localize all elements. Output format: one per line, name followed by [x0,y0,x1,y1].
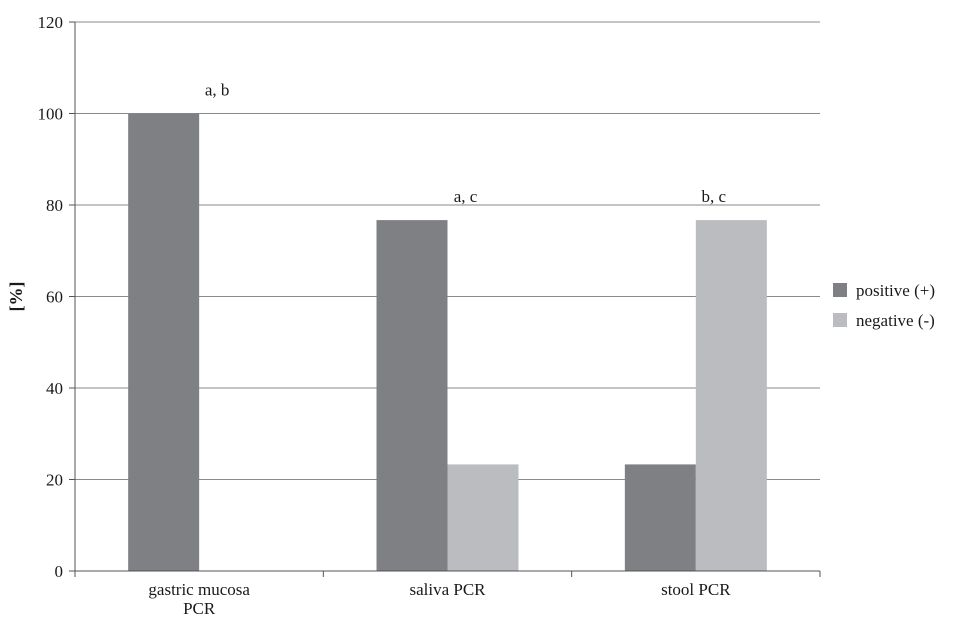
bar-negative-2 [695,220,767,571]
legend-swatch-negative [833,313,847,327]
legend-label-negative: negative (-) [856,311,935,330]
bars [128,113,767,571]
significance-annotation: a, b [205,81,230,100]
y-axis-ticks: 0 20 40 60 80 100 120 [38,13,75,581]
x-axis-labels: gastric mucosa PCR saliva PCR stool PCR [148,580,731,618]
y-tick-label: 60 [46,288,63,307]
y-tick-label: 120 [38,13,64,32]
legend-swatch-positive [833,283,847,297]
bar-positive-2 [624,464,696,571]
bar-negative-1 [447,464,519,571]
y-tick-label: 80 [46,196,63,215]
x-category-label: stool PCR [661,580,731,599]
y-tick-label: 40 [46,379,63,398]
legend: positive (+) negative (-) [833,281,935,330]
x-category-label: gastric mucosa PCR [148,580,250,618]
y-tick-label: 20 [46,471,63,490]
y-tick-label: 100 [38,105,64,124]
significance-annotation: b, c [702,187,727,206]
y-tick-label: 0 [55,562,64,581]
x-category-label: saliva PCR [409,580,486,599]
annotations: a, b a, c b, c [205,81,727,207]
bar-positive-1 [376,220,448,571]
bar-positive-0 [128,113,200,571]
significance-annotation: a, c [454,187,478,206]
y-axis-label: [%] [6,282,26,312]
axes [74,22,821,577]
legend-label-positive: positive (+) [856,281,935,300]
